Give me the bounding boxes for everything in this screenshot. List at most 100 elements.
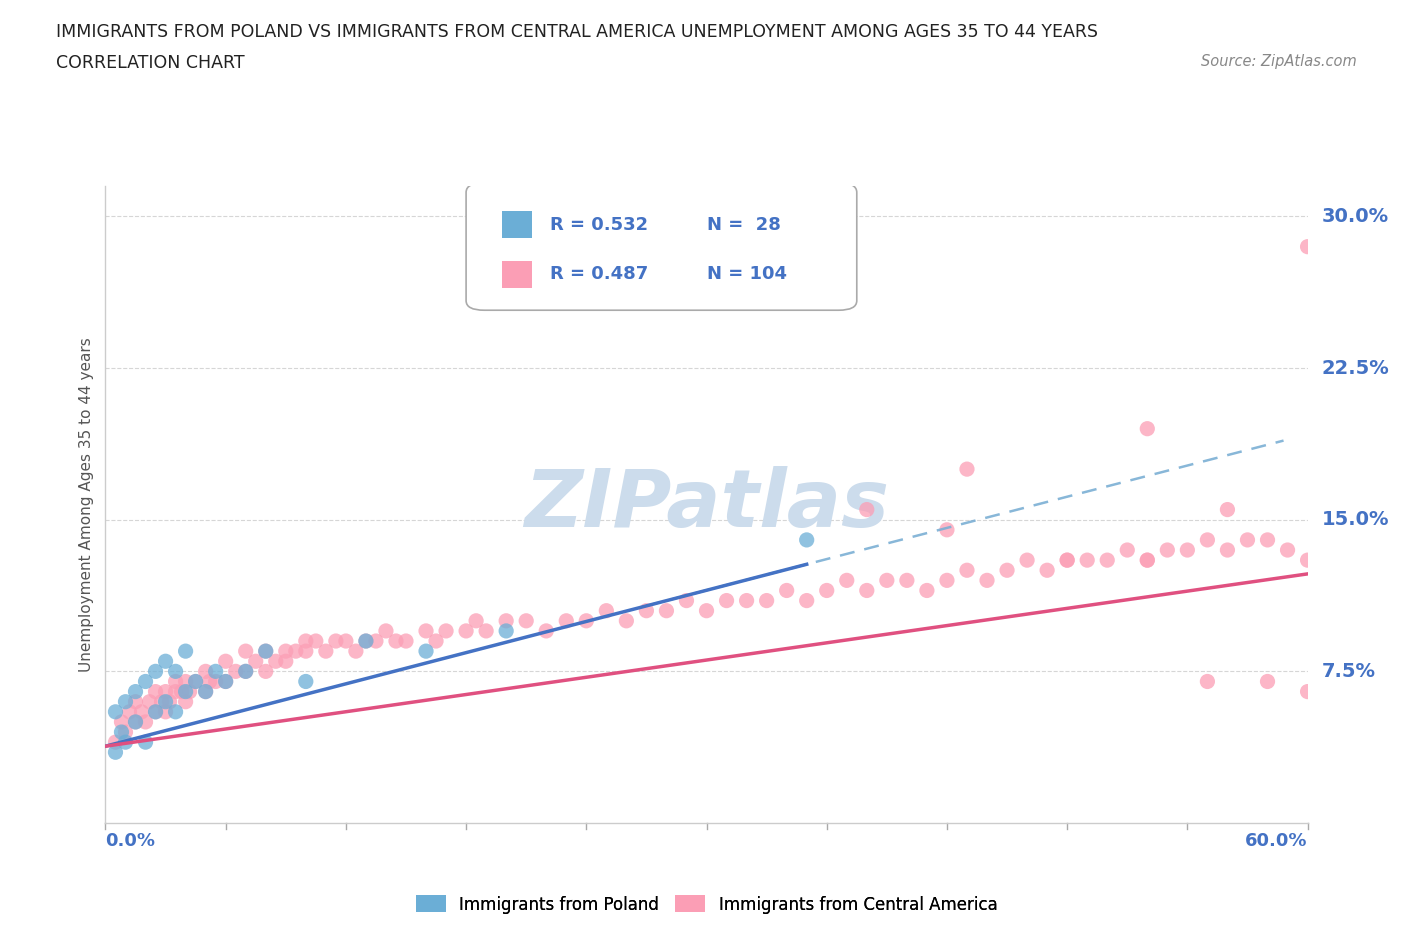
- Point: [374, 623, 398, 638]
- Point: [159, 695, 181, 710]
- Point: [135, 735, 157, 750]
- Point: [150, 695, 173, 710]
- Point: [1017, 552, 1039, 567]
- Point: [1136, 421, 1159, 436]
- Text: N = 104: N = 104: [707, 265, 786, 284]
- Text: 0.0%: 0.0%: [105, 832, 156, 850]
- Point: [415, 623, 437, 638]
- Text: R = 0.487: R = 0.487: [550, 265, 648, 284]
- Point: [915, 583, 938, 598]
- Point: [1197, 674, 1219, 689]
- Point: [165, 674, 187, 689]
- Point: [936, 523, 959, 538]
- Point: [1257, 674, 1279, 689]
- Point: [214, 674, 236, 689]
- Text: 15.0%: 15.0%: [1322, 511, 1389, 529]
- Point: [235, 644, 257, 658]
- Point: [515, 614, 537, 629]
- Point: [575, 614, 598, 629]
- Point: [184, 674, 207, 689]
- Point: [104, 704, 127, 719]
- Point: [1116, 542, 1139, 557]
- Point: [254, 664, 277, 679]
- Point: [274, 654, 297, 669]
- Point: [114, 695, 136, 710]
- Point: [170, 684, 193, 699]
- Point: [145, 704, 167, 719]
- Point: [1136, 552, 1159, 567]
- Point: [534, 623, 557, 638]
- Point: [434, 623, 457, 638]
- Point: [254, 644, 277, 658]
- Point: [174, 695, 197, 710]
- Point: [354, 633, 377, 648]
- Point: [124, 714, 146, 729]
- Point: [855, 502, 877, 517]
- Point: [755, 593, 778, 608]
- Point: [956, 461, 979, 476]
- Point: [495, 614, 517, 629]
- Point: [305, 633, 328, 648]
- Point: [204, 664, 226, 679]
- Point: [1257, 533, 1279, 548]
- Point: [415, 644, 437, 658]
- Point: [325, 633, 347, 648]
- Point: [174, 674, 197, 689]
- Point: [835, 573, 858, 588]
- Point: [1156, 542, 1178, 557]
- Point: [616, 614, 638, 629]
- Point: [1056, 552, 1078, 567]
- Point: [295, 674, 318, 689]
- Point: [214, 654, 236, 669]
- Text: 22.5%: 22.5%: [1322, 358, 1389, 378]
- Point: [976, 573, 998, 588]
- Point: [155, 704, 177, 719]
- Point: [118, 704, 141, 719]
- Point: [956, 563, 979, 578]
- Text: ZIPatlas: ZIPatlas: [524, 466, 889, 543]
- Point: [135, 674, 157, 689]
- Point: [815, 583, 838, 598]
- Point: [295, 644, 318, 658]
- Bar: [502, 261, 533, 287]
- Point: [124, 695, 146, 710]
- Point: [295, 633, 318, 648]
- Point: [245, 654, 267, 669]
- Point: [696, 604, 718, 618]
- Point: [114, 724, 136, 739]
- Point: [344, 644, 367, 658]
- Point: [1236, 533, 1258, 548]
- Text: IMMIGRANTS FROM POLAND VS IMMIGRANTS FROM CENTRAL AMERICA UNEMPLOYMENT AMONG AGE: IMMIGRANTS FROM POLAND VS IMMIGRANTS FRO…: [56, 23, 1098, 41]
- Point: [225, 664, 247, 679]
- Point: [104, 745, 127, 760]
- Text: Source: ZipAtlas.com: Source: ZipAtlas.com: [1201, 54, 1357, 69]
- Point: [936, 573, 959, 588]
- Point: [335, 633, 357, 648]
- Point: [425, 633, 447, 648]
- Point: [1277, 542, 1299, 557]
- Point: [155, 684, 177, 699]
- Text: R = 0.532: R = 0.532: [550, 216, 648, 233]
- Point: [114, 735, 136, 750]
- Point: [254, 644, 277, 658]
- Point: [354, 633, 377, 648]
- Point: [315, 644, 337, 658]
- Point: [194, 684, 217, 699]
- Point: [165, 704, 187, 719]
- Point: [165, 664, 187, 679]
- Point: [131, 704, 153, 719]
- Point: [235, 664, 257, 679]
- Point: [1216, 542, 1239, 557]
- Point: [104, 735, 127, 750]
- Point: [385, 633, 408, 648]
- Point: [636, 604, 658, 618]
- Point: [145, 684, 167, 699]
- Y-axis label: Unemployment Among Ages 35 to 44 years: Unemployment Among Ages 35 to 44 years: [79, 338, 94, 671]
- Point: [165, 684, 187, 699]
- Point: [274, 644, 297, 658]
- Point: [796, 593, 818, 608]
- Point: [1296, 684, 1319, 699]
- Point: [194, 664, 217, 679]
- Point: [1197, 533, 1219, 548]
- Point: [174, 684, 197, 699]
